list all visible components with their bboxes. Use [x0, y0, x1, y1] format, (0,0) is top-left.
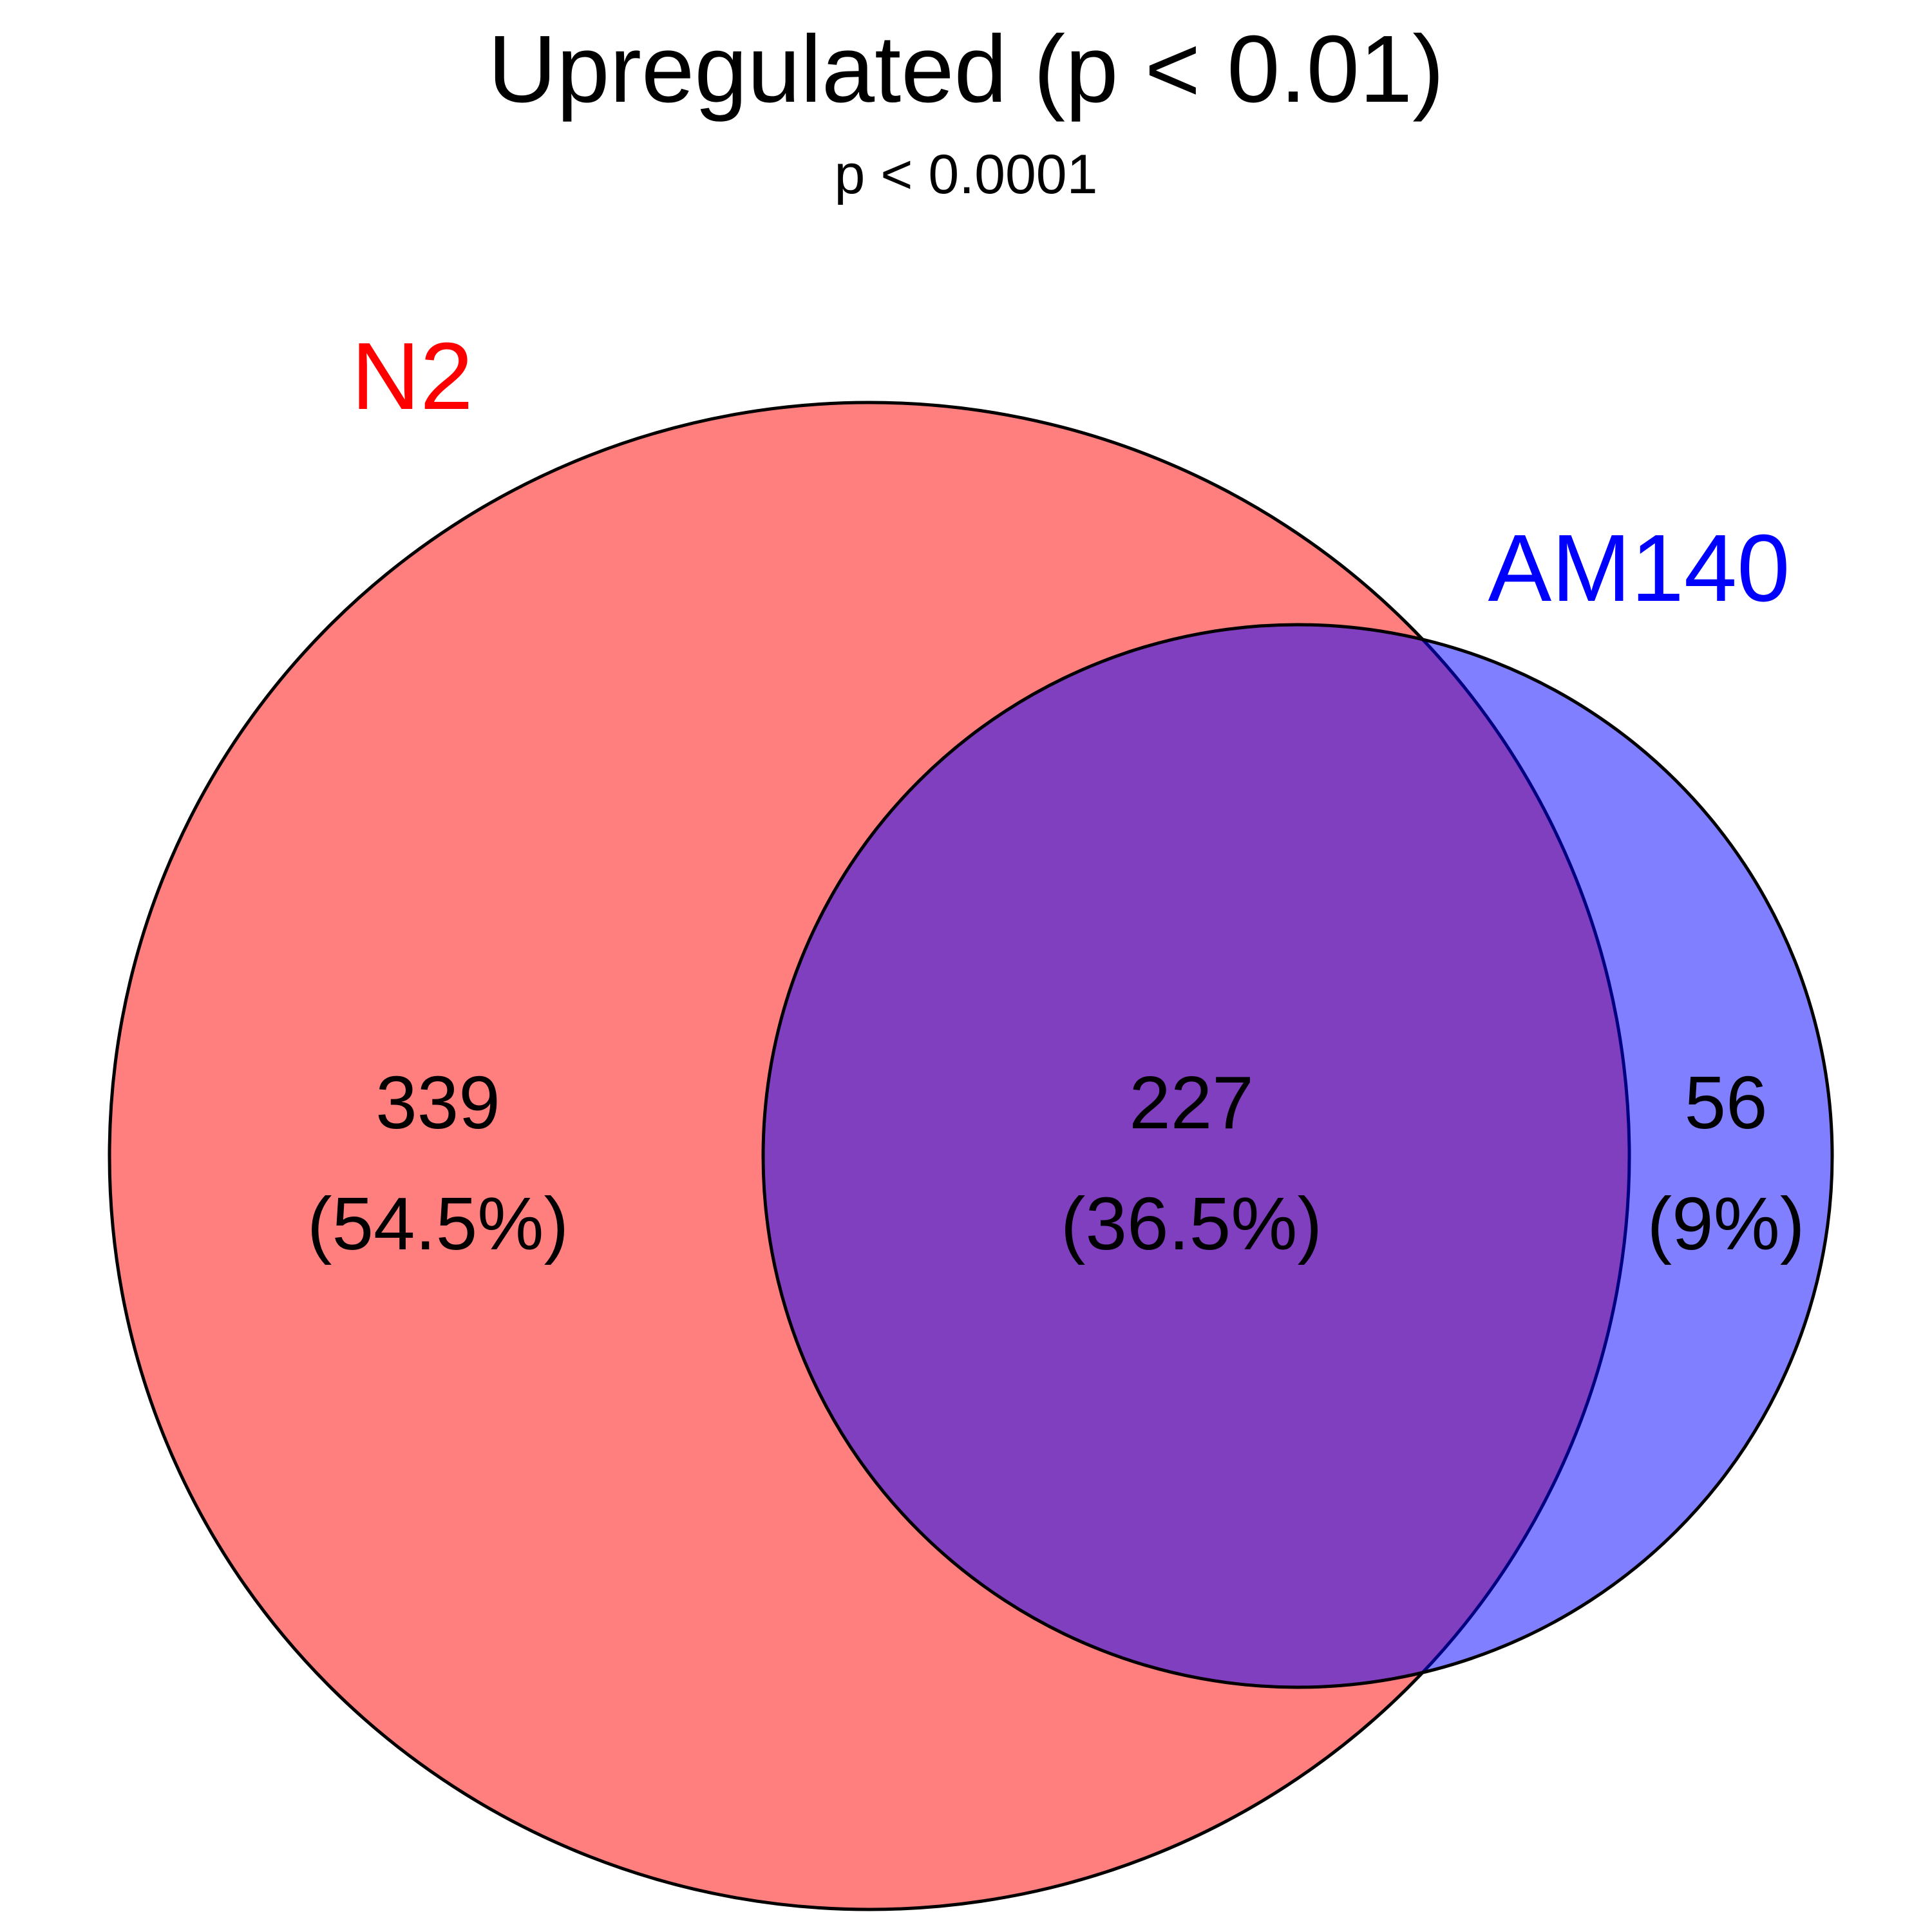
set-am140-circle [761, 623, 1834, 1689]
region-overlap-count: 227 [1129, 1061, 1254, 1144]
region-am140-only-percent: (9%) [1647, 1182, 1805, 1265]
region-n2-only-count: 339 [375, 1061, 500, 1144]
set-label-am140: AM140 [1488, 515, 1790, 621]
chart-title: Upregulated (p < 0.01) [488, 16, 1444, 122]
chart-subtitle: p < 0.0001 [835, 144, 1098, 205]
region-n2-only-percent: (54.5%) [307, 1182, 569, 1265]
region-am140-only-count: 56 [1684, 1061, 1767, 1144]
set-label-n2: N2 [351, 323, 473, 430]
region-overlap-percent: (36.5%) [1061, 1182, 1322, 1265]
